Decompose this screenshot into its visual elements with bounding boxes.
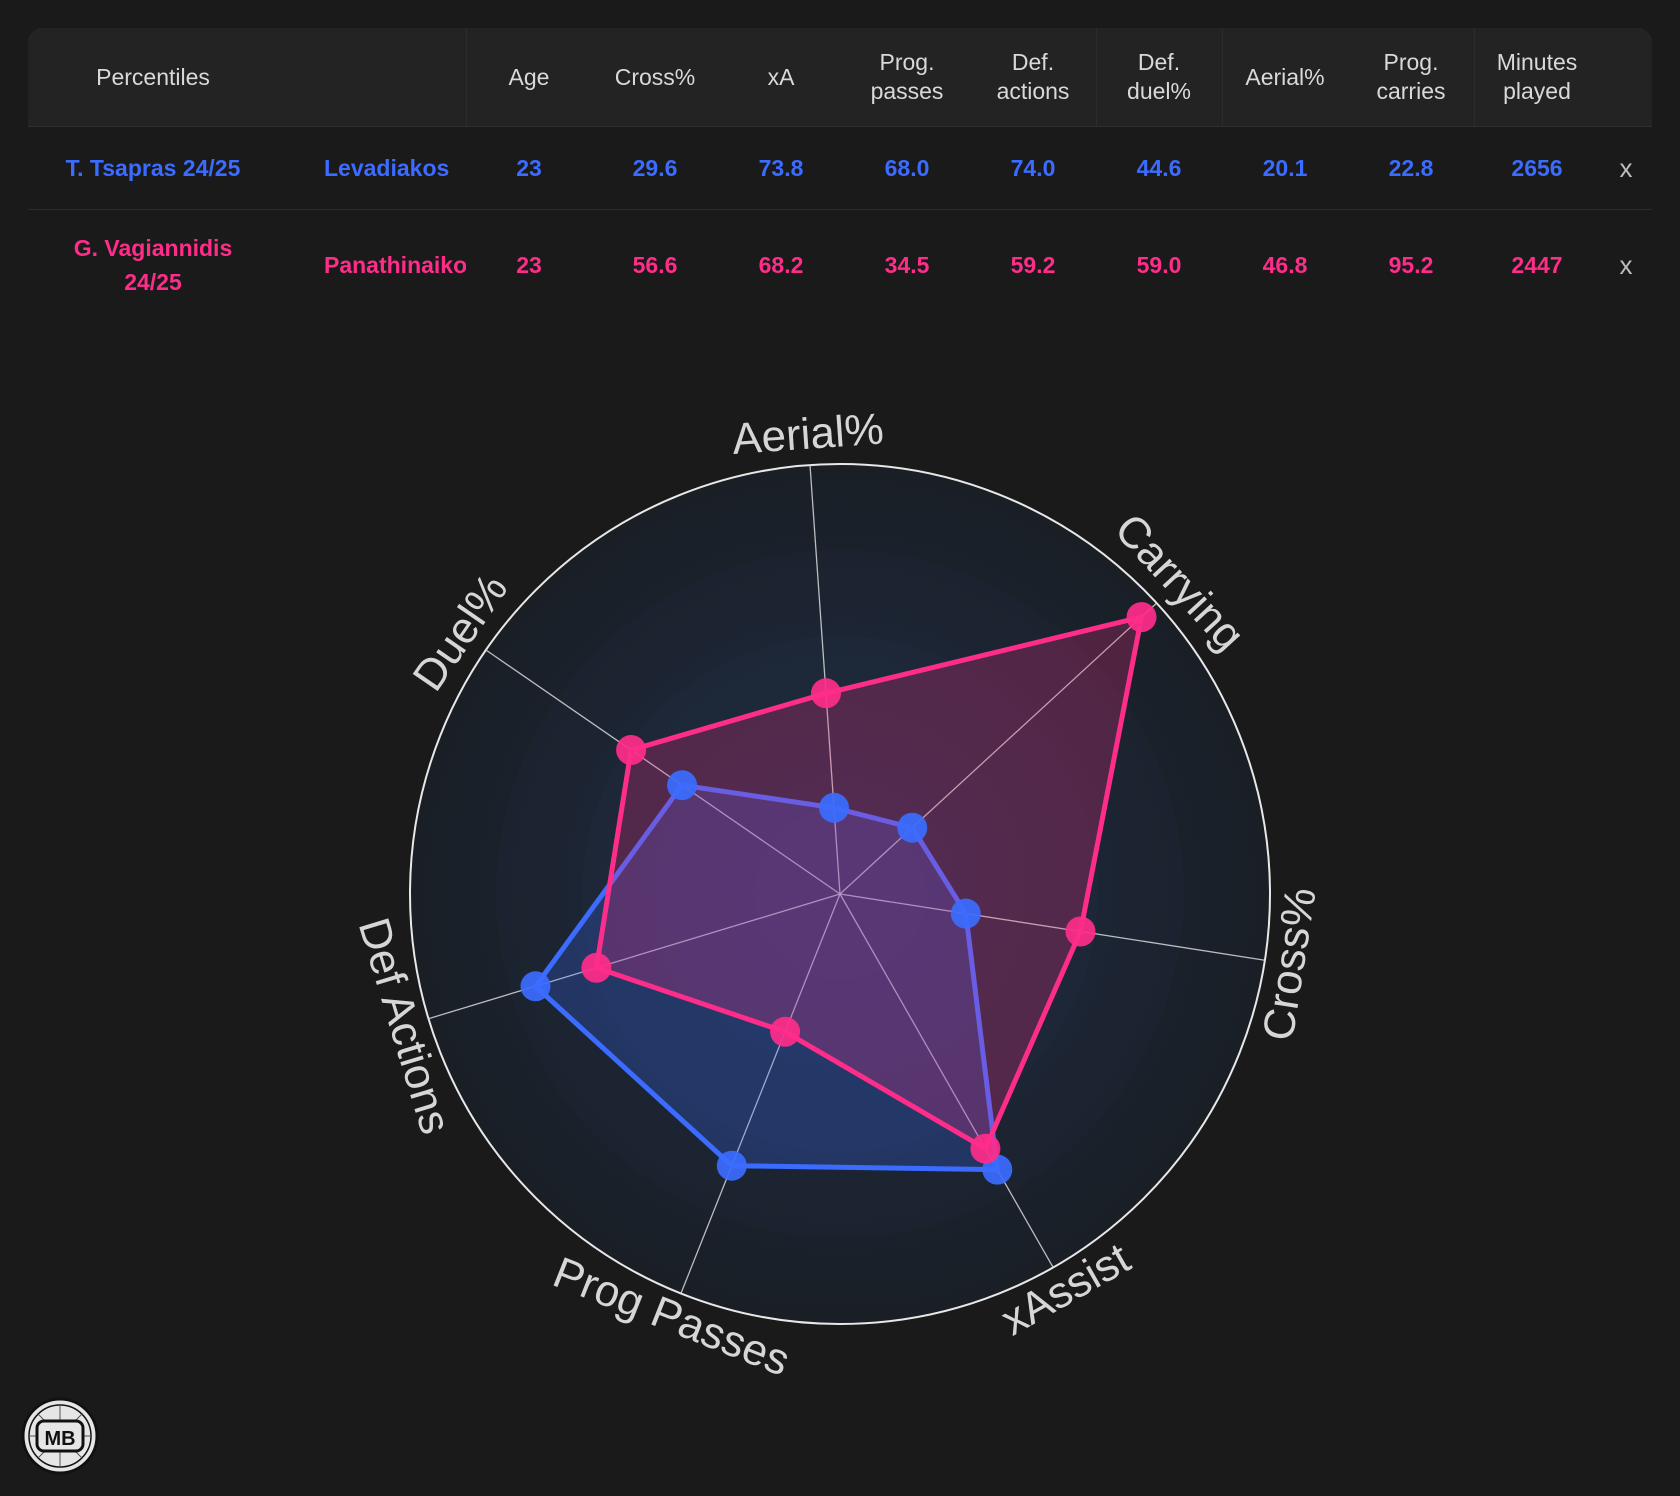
header-def-duel-pct[interactable]: Def. duel% bbox=[1127, 49, 1191, 104]
xa-value: 68.2 bbox=[758, 252, 804, 278]
column-divider bbox=[1474, 28, 1475, 126]
logo-text: MB bbox=[44, 1428, 75, 1450]
age-value: 23 bbox=[516, 155, 542, 181]
prog-carries-value: 95.2 bbox=[1388, 252, 1434, 278]
data-point-2 bbox=[1126, 602, 1157, 633]
prog-passes-value: 34.5 bbox=[884, 252, 930, 278]
header-xa[interactable]: xA bbox=[767, 63, 795, 90]
header-aerial-pct[interactable]: Aerial% bbox=[1245, 63, 1325, 90]
def-duel-pct-value: 59.0 bbox=[1136, 252, 1182, 278]
series-polygon-2 bbox=[593, 614, 1144, 1152]
minutes-played-value: 2656 bbox=[1511, 155, 1563, 181]
mb-logo: MB bbox=[21, 1397, 99, 1475]
header-prog-carries[interactable]: Prog. carries bbox=[1376, 49, 1446, 104]
radar-spoke bbox=[839, 893, 1054, 1268]
cross-pct-value: 56.6 bbox=[632, 252, 678, 278]
header-percentiles: Percentiles bbox=[96, 63, 210, 90]
data-point-2 bbox=[811, 678, 841, 709]
radar-axes bbox=[428, 465, 1265, 1294]
data-point-1 bbox=[950, 898, 981, 929]
data-point-2 bbox=[616, 735, 647, 765]
def-actions-value: 59.2 bbox=[1010, 252, 1056, 278]
data-point-2 bbox=[581, 952, 612, 983]
radar-outer-ring bbox=[409, 463, 1271, 1325]
remove-player-button[interactable]: x bbox=[1619, 250, 1633, 280]
cross-pct-value: 29.6 bbox=[632, 155, 678, 181]
percentile-table: Percentiles Age Cross% xA Prog. passes D… bbox=[28, 28, 1652, 320]
prog-passes-value: 68.0 bbox=[884, 155, 930, 181]
minutes-played-value: 2447 bbox=[1511, 252, 1563, 278]
table-header: Percentiles Age Cross% xA Prog. passes D… bbox=[28, 28, 1652, 127]
header-def-actions[interactable]: Def. actions bbox=[996, 49, 1070, 104]
player-name: T. Tsapras 24/25 bbox=[65, 155, 241, 181]
team-name: Panathinaikos bbox=[324, 252, 466, 278]
radar-spoke bbox=[839, 893, 1265, 961]
def-duel-pct-value: 44.6 bbox=[1136, 155, 1182, 181]
radar-spoke bbox=[485, 649, 841, 895]
data-point-2 bbox=[770, 1016, 801, 1047]
age-value: 23 bbox=[516, 252, 542, 278]
radar-series bbox=[520, 602, 1157, 1185]
series-polygon-1 bbox=[533, 782, 1000, 1173]
data-point-1 bbox=[897, 812, 928, 843]
header-minutes-played[interactable]: Minutes played bbox=[1496, 49, 1578, 104]
team-name: Levadiakos bbox=[324, 155, 450, 181]
column-divider bbox=[1096, 28, 1097, 126]
axis-label: Aerial% bbox=[731, 405, 886, 464]
header-prog-passes[interactable]: Prog. passes bbox=[870, 49, 944, 104]
xa-value: 73.8 bbox=[758, 155, 804, 181]
data-point-2 bbox=[970, 1133, 1001, 1164]
table-row: G. Vagiannidis 24/25 Panathinaikos 23 56… bbox=[28, 210, 1652, 320]
data-point-1 bbox=[520, 971, 551, 1002]
radar-spoke bbox=[839, 602, 1158, 895]
def-actions-value: 74.0 bbox=[1010, 155, 1056, 181]
aerial-pct-value: 46.8 bbox=[1262, 252, 1308, 278]
prog-carries-value: 22.8 bbox=[1388, 155, 1434, 181]
data-point-1 bbox=[819, 792, 849, 823]
data-point-1 bbox=[716, 1150, 747, 1181]
header-age[interactable]: Age bbox=[508, 63, 550, 90]
radar-spoke bbox=[428, 893, 841, 1020]
column-divider bbox=[1222, 28, 1223, 126]
data-point-2 bbox=[1065, 916, 1096, 947]
radar-spoke bbox=[680, 893, 841, 1294]
data-point-1 bbox=[667, 770, 698, 801]
table-row: T. Tsapras 24/25 Levadiakos 23 29.6 73.8… bbox=[28, 127, 1652, 210]
aerial-pct-value: 20.1 bbox=[1262, 155, 1308, 181]
remove-player-button[interactable]: x bbox=[1619, 153, 1633, 183]
column-divider bbox=[466, 28, 467, 126]
header-cross-pct[interactable]: Cross% bbox=[614, 63, 696, 90]
player-name: G. Vagiannidis 24/25 bbox=[73, 235, 233, 295]
